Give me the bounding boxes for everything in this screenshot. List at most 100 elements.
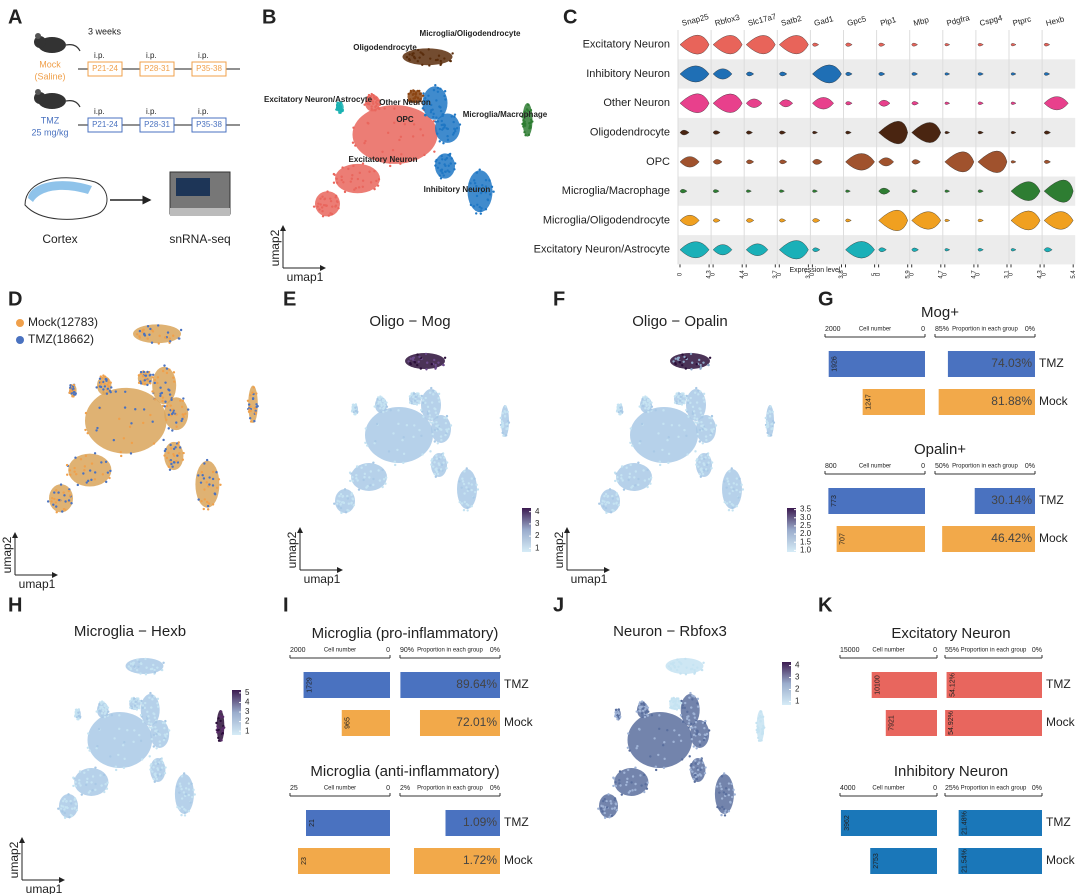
umap-cell [73,466,76,470]
umap-cell [486,198,490,202]
umap-cell [104,480,108,484]
umap-cell [164,400,167,403]
violin [911,211,942,230]
umap-cell [353,413,356,416]
umap-cell [138,336,142,339]
violin [712,218,721,223]
umap-cell [643,479,647,482]
panel-label: D [8,288,22,310]
umap-cell [436,90,440,93]
umap-cell [62,491,65,494]
umap-cell [183,811,187,814]
umap-cell [181,413,184,416]
umap-cell [638,442,641,445]
umap-cell [139,739,143,743]
umap-cell [428,64,431,67]
umap-cell [648,401,651,404]
bar [840,810,937,836]
umap-cell [681,720,685,723]
umap-cell [83,771,86,774]
umap-cell [692,733,696,737]
umap-cell [128,700,132,703]
umap-cell [504,434,508,437]
umap-cell [413,100,417,103]
umap-cell [697,421,700,424]
umap-cell [119,450,122,454]
umap-cell [364,427,368,430]
umap-cell [200,470,204,474]
umap-cell [163,449,167,453]
violin [745,130,753,135]
umap-cell [67,489,71,493]
umap-cell [453,113,457,116]
bar [942,526,1035,552]
umap-cell [79,784,82,787]
umap-cell [163,726,166,730]
umap-cell [601,810,604,813]
umap-cell [72,383,76,387]
cell-type-label: Oligodendrocyte [590,126,670,138]
umap-cell [376,184,380,187]
umap-cell [99,375,103,378]
violin [812,42,820,47]
umap-cell [169,340,172,343]
violin [878,121,908,145]
violin [977,248,984,252]
umap-cell [673,707,677,710]
umap-cell [741,488,745,491]
route-label: i.p. [198,107,209,116]
umap-cell [156,697,160,701]
violin [1010,72,1017,76]
umap-cell [646,485,649,489]
violin [1043,96,1069,111]
umap-cell [424,114,427,117]
umap-cell [469,203,473,207]
umap-cell [699,366,703,369]
violin [1010,181,1041,201]
gene-label: Snap25 [681,12,711,28]
violin [745,35,776,55]
umap-cell [247,403,251,406]
umap-cell [672,697,676,700]
umap-cell [373,442,376,445]
x-tick-label: 0 [777,272,783,276]
umap-cell [418,428,421,432]
umap-cell [179,328,183,332]
umap-cell [67,793,70,796]
umap-cell [473,179,476,182]
umap-cell [427,410,431,413]
umap-cell [442,142,445,145]
umap-cell [71,395,74,398]
umap-cell [607,501,610,504]
tick-label: 25 [290,785,298,792]
umap-cell [63,816,67,820]
umap-cell [700,454,703,457]
umap-cluster [665,658,704,674]
umap-cell [174,446,177,449]
umap-cell [501,431,504,435]
bar [945,710,1042,736]
umap-cell [372,477,375,481]
umap-cell [144,374,148,377]
umap-cell [352,164,355,168]
umap-cell [428,417,431,420]
umap-cell [663,740,666,744]
umap-cell [506,426,509,430]
umap-cell [175,425,178,428]
mouse-tail [65,100,81,108]
umap-cell [692,663,695,667]
umap-cell [70,502,73,505]
umap-cell [646,781,649,784]
x-tick-label: 0 [975,272,981,276]
umap-cell [165,371,169,375]
umap-cell [488,179,491,182]
umap-cell [181,805,184,809]
umap-cell [701,472,705,476]
gene-label: Plp1 [879,15,897,28]
umap-cell [436,424,439,427]
umap-cell [465,467,468,470]
violin [812,130,818,135]
umap-cell [86,479,90,483]
umap-cell [500,426,503,429]
umap-cell [666,729,669,732]
